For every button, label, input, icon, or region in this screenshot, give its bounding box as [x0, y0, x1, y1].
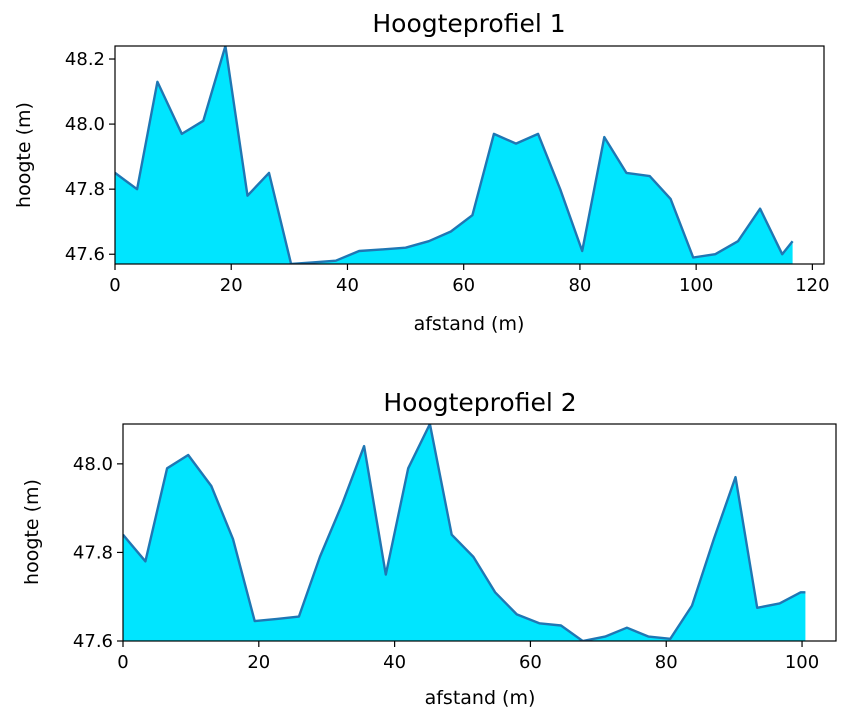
x-tick-label: 60 — [452, 275, 475, 296]
chart-hoogteprofiel-2: Hoogteprofiel 2 afstand (m) hoogte (m) 0… — [21, 388, 837, 709]
y-tick-label: 48.0 — [65, 114, 105, 135]
x-tick-label: 120 — [795, 275, 829, 296]
x-tick-label: 100 — [679, 275, 713, 296]
y-axis-label: hoogte (m) — [13, 102, 35, 208]
y-tick-label: 47.8 — [65, 179, 105, 200]
x-tick-label: 60 — [519, 652, 542, 673]
chart-hoogteprofiel-1: Hoogteprofiel 1 afstand (m) hoogte (m) 0… — [13, 9, 830, 335]
area-fill — [123, 424, 806, 641]
area-fill — [115, 46, 793, 264]
chart-title: Hoogteprofiel 1 — [372, 9, 565, 38]
chart-title: Hoogteprofiel 2 — [383, 388, 576, 417]
x-tick-label: 100 — [785, 652, 819, 673]
x-tick-label: 40 — [383, 652, 406, 673]
x-tick-label: 80 — [568, 275, 591, 296]
y-axis-label: hoogte (m) — [21, 479, 43, 585]
y-tick-label: 48.2 — [65, 49, 105, 70]
x-tick-label: 20 — [247, 652, 270, 673]
x-axis-label: afstand (m) — [425, 687, 536, 709]
y-tick-label: 47.6 — [73, 631, 113, 652]
plot-frame — [122, 423, 837, 642]
x-tick-label: 0 — [109, 275, 120, 296]
x-tick-label: 40 — [336, 275, 359, 296]
x-tick-label: 80 — [655, 652, 678, 673]
x-tick-label: 0 — [117, 652, 128, 673]
series-line — [115, 46, 794, 264]
y-tick-label: 48.0 — [73, 454, 113, 475]
x-tick-label: 20 — [220, 275, 243, 296]
y-tick-label: 47.8 — [73, 542, 113, 563]
y-tick-label: 47.6 — [65, 244, 105, 265]
plot-frame — [114, 45, 825, 265]
series-line — [123, 424, 806, 641]
x-axis-label: afstand (m) — [414, 313, 525, 335]
